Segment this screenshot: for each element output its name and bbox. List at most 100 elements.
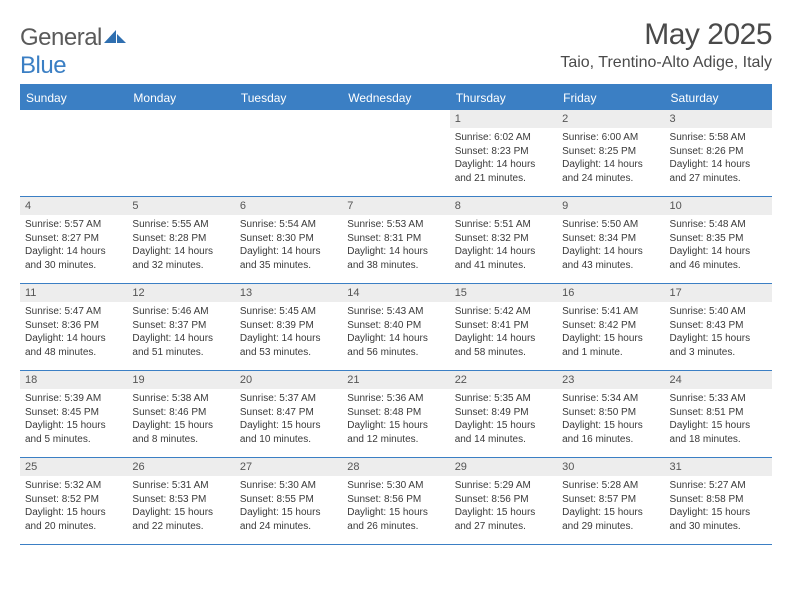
day-number: 11 — [20, 284, 127, 302]
daylight-text: Daylight: 15 hours and 18 minutes. — [670, 419, 767, 446]
day-body: Sunrise: 5:27 AMSunset: 8:58 PMDaylight:… — [665, 476, 772, 537]
daylight-text: Daylight: 15 hours and 24 minutes. — [240, 506, 337, 533]
day-cell: 15Sunrise: 5:42 AMSunset: 8:41 PMDayligh… — [450, 284, 557, 370]
sunrise-text: Sunrise: 5:32 AM — [25, 479, 122, 493]
sunset-text: Sunset: 8:51 PM — [670, 406, 767, 420]
weeks-container: 1Sunrise: 6:02 AMSunset: 8:23 PMDaylight… — [20, 110, 772, 545]
day-cell: 11Sunrise: 5:47 AMSunset: 8:36 PMDayligh… — [20, 284, 127, 370]
day-body: Sunrise: 5:35 AMSunset: 8:49 PMDaylight:… — [450, 389, 557, 450]
day-cell: 25Sunrise: 5:32 AMSunset: 8:52 PMDayligh… — [20, 458, 127, 544]
weekday-header: Wednesday — [342, 86, 449, 110]
day-body: Sunrise: 5:38 AMSunset: 8:46 PMDaylight:… — [127, 389, 234, 450]
day-number: 28 — [342, 458, 449, 476]
sunset-text: Sunset: 8:45 PM — [25, 406, 122, 420]
daylight-text: Daylight: 15 hours and 29 minutes. — [562, 506, 659, 533]
sunrise-text: Sunrise: 5:29 AM — [455, 479, 552, 493]
day-body: Sunrise: 5:37 AMSunset: 8:47 PMDaylight:… — [235, 389, 342, 450]
day-body: Sunrise: 5:43 AMSunset: 8:40 PMDaylight:… — [342, 302, 449, 363]
day-body: Sunrise: 5:46 AMSunset: 8:37 PMDaylight:… — [127, 302, 234, 363]
day-number: 31 — [665, 458, 772, 476]
day-body: Sunrise: 5:31 AMSunset: 8:53 PMDaylight:… — [127, 476, 234, 537]
day-body: Sunrise: 5:40 AMSunset: 8:43 PMDaylight:… — [665, 302, 772, 363]
day-cell: 17Sunrise: 5:40 AMSunset: 8:43 PMDayligh… — [665, 284, 772, 370]
daylight-text: Daylight: 15 hours and 12 minutes. — [347, 419, 444, 446]
sunrise-text: Sunrise: 5:41 AM — [562, 305, 659, 319]
weekday-header: Friday — [557, 86, 664, 110]
day-body: Sunrise: 5:30 AMSunset: 8:55 PMDaylight:… — [235, 476, 342, 537]
day-number: 22 — [450, 371, 557, 389]
daylight-text: Daylight: 14 hours and 27 minutes. — [670, 158, 767, 185]
sunset-text: Sunset: 8:52 PM — [25, 493, 122, 507]
day-body: Sunrise: 5:45 AMSunset: 8:39 PMDaylight:… — [235, 302, 342, 363]
daylight-text: Daylight: 14 hours and 41 minutes. — [455, 245, 552, 272]
day-number: 25 — [20, 458, 127, 476]
day-number: 24 — [665, 371, 772, 389]
sunset-text: Sunset: 8:42 PM — [562, 319, 659, 333]
day-cell: 6Sunrise: 5:54 AMSunset: 8:30 PMDaylight… — [235, 197, 342, 283]
sunset-text: Sunset: 8:34 PM — [562, 232, 659, 246]
day-body: Sunrise: 5:39 AMSunset: 8:45 PMDaylight:… — [20, 389, 127, 450]
week-row: 18Sunrise: 5:39 AMSunset: 8:45 PMDayligh… — [20, 371, 772, 458]
day-number: 9 — [557, 197, 664, 215]
sunset-text: Sunset: 8:26 PM — [670, 145, 767, 159]
day-body: Sunrise: 5:57 AMSunset: 8:27 PMDaylight:… — [20, 215, 127, 276]
day-number: 14 — [342, 284, 449, 302]
day-body: Sunrise: 5:28 AMSunset: 8:57 PMDaylight:… — [557, 476, 664, 537]
day-number: 21 — [342, 371, 449, 389]
daylight-text: Daylight: 14 hours and 32 minutes. — [132, 245, 229, 272]
day-body: Sunrise: 5:30 AMSunset: 8:56 PMDaylight:… — [342, 476, 449, 537]
sunset-text: Sunset: 8:32 PM — [455, 232, 552, 246]
sunrise-text: Sunrise: 5:34 AM — [562, 392, 659, 406]
day-body: Sunrise: 5:51 AMSunset: 8:32 PMDaylight:… — [450, 215, 557, 276]
sunrise-text: Sunrise: 6:02 AM — [455, 131, 552, 145]
day-cell: 4Sunrise: 5:57 AMSunset: 8:27 PMDaylight… — [20, 197, 127, 283]
header: GeneralBlue May 2025 Taio, Trentino-Alto… — [20, 18, 772, 80]
daylight-text: Daylight: 14 hours and 35 minutes. — [240, 245, 337, 272]
day-number: 13 — [235, 284, 342, 302]
daylight-text: Daylight: 15 hours and 16 minutes. — [562, 419, 659, 446]
weekday-header: Monday — [127, 86, 234, 110]
day-cell: 18Sunrise: 5:39 AMSunset: 8:45 PMDayligh… — [20, 371, 127, 457]
daylight-text: Daylight: 15 hours and 10 minutes. — [240, 419, 337, 446]
sunset-text: Sunset: 8:28 PM — [132, 232, 229, 246]
sunrise-text: Sunrise: 5:54 AM — [240, 218, 337, 232]
sunrise-text: Sunrise: 5:39 AM — [25, 392, 122, 406]
sunset-text: Sunset: 8:50 PM — [562, 406, 659, 420]
day-number: 23 — [557, 371, 664, 389]
sunset-text: Sunset: 8:46 PM — [132, 406, 229, 420]
day-body: Sunrise: 5:29 AMSunset: 8:56 PMDaylight:… — [450, 476, 557, 537]
logo: GeneralBlue — [20, 24, 126, 80]
day-body: Sunrise: 5:36 AMSunset: 8:48 PMDaylight:… — [342, 389, 449, 450]
sunrise-text: Sunrise: 5:31 AM — [132, 479, 229, 493]
day-cell: 13Sunrise: 5:45 AMSunset: 8:39 PMDayligh… — [235, 284, 342, 370]
weekday-header-row: SundayMondayTuesdayWednesdayThursdayFrid… — [20, 86, 772, 110]
day-number: 12 — [127, 284, 234, 302]
day-body: Sunrise: 5:47 AMSunset: 8:36 PMDaylight:… — [20, 302, 127, 363]
sunrise-text: Sunrise: 6:00 AM — [562, 131, 659, 145]
day-body: Sunrise: 5:54 AMSunset: 8:30 PMDaylight:… — [235, 215, 342, 276]
sunrise-text: Sunrise: 5:48 AM — [670, 218, 767, 232]
day-cell: 1Sunrise: 6:02 AMSunset: 8:23 PMDaylight… — [450, 110, 557, 196]
sunset-text: Sunset: 8:31 PM — [347, 232, 444, 246]
page-title: May 2025 — [560, 18, 772, 52]
sunrise-text: Sunrise: 5:35 AM — [455, 392, 552, 406]
day-cell: 3Sunrise: 5:58 AMSunset: 8:26 PMDaylight… — [665, 110, 772, 196]
location-text: Taio, Trentino-Alto Adige, Italy — [560, 54, 772, 72]
sunrise-text: Sunrise: 5:50 AM — [562, 218, 659, 232]
sunset-text: Sunset: 8:35 PM — [670, 232, 767, 246]
daylight-text: Daylight: 14 hours and 58 minutes. — [455, 332, 552, 359]
week-row: 11Sunrise: 5:47 AMSunset: 8:36 PMDayligh… — [20, 284, 772, 371]
sunset-text: Sunset: 8:53 PM — [132, 493, 229, 507]
sunrise-text: Sunrise: 5:33 AM — [670, 392, 767, 406]
day-body: Sunrise: 5:55 AMSunset: 8:28 PMDaylight:… — [127, 215, 234, 276]
day-cell: 26Sunrise: 5:31 AMSunset: 8:53 PMDayligh… — [127, 458, 234, 544]
title-block: May 2025 Taio, Trentino-Alto Adige, Ital… — [560, 18, 772, 72]
daylight-text: Daylight: 15 hours and 1 minute. — [562, 332, 659, 359]
day-body: Sunrise: 5:32 AMSunset: 8:52 PMDaylight:… — [20, 476, 127, 537]
day-body: Sunrise: 5:53 AMSunset: 8:31 PMDaylight:… — [342, 215, 449, 276]
day-number: 16 — [557, 284, 664, 302]
day-cell: 30Sunrise: 5:28 AMSunset: 8:57 PMDayligh… — [557, 458, 664, 544]
day-number: 26 — [127, 458, 234, 476]
day-number: 18 — [20, 371, 127, 389]
day-number: 30 — [557, 458, 664, 476]
